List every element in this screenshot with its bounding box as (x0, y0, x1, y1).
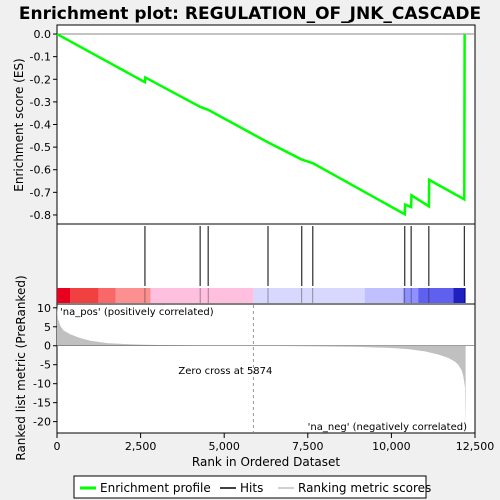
ranking-bar-segment (403, 288, 419, 303)
ranking-color-bar (57, 288, 466, 303)
x-tick-label: 12,500 (456, 440, 495, 453)
x-tick-label: 2,500 (125, 440, 157, 453)
legend-label-ranking-metric: Ranking metric scores (298, 481, 431, 495)
es-y-tick-label: -0.7 (30, 186, 51, 199)
legend-box (73, 475, 427, 499)
x-axis-ticks: 0 2,500 5,000 7,500 10,000 12,500 (54, 433, 495, 453)
metric-y-tick-label: -10 (33, 378, 51, 391)
es-y-tick-label: -0.8 (30, 209, 51, 222)
metric-y-tick-label: 5 (44, 321, 51, 334)
zero-cross-label: Zero cross at 5874 (178, 366, 272, 377)
ranking-bar-segment (364, 288, 404, 303)
es-y-tick-label: -0.4 (30, 119, 51, 132)
x-tick-label: 7,500 (292, 440, 324, 453)
ranking-bar-segment (57, 288, 71, 303)
metric-y-tick-label: -15 (33, 397, 51, 410)
legend-label-hits: Hits (240, 481, 263, 495)
es-y-tick-label: -0.1 (30, 51, 51, 64)
es-line-series-enrichment-profile (56, 32, 466, 217)
metric-axis-ticks: 10 5 0 -5 -10 -15 -20 (33, 302, 475, 429)
x-tick-label: 0 (54, 440, 61, 453)
ranking-bar-segment (70, 288, 99, 303)
ranking-bar-segment (453, 288, 466, 303)
x-axis-label: Rank in Ordered Dataset (192, 455, 340, 469)
chart-title: Enrichment plot: REGULATION_OF_JNK_CASCA… (19, 4, 481, 24)
legend-label-enrichment-profile: Enrichment profile (100, 481, 211, 495)
x-tick-label: 5,000 (208, 440, 240, 453)
ranking-bar-segment (115, 288, 151, 303)
metric-y-tick-label: 0 (44, 340, 51, 353)
ranking-bar-segment (253, 288, 365, 303)
x-tick-label: 10,000 (372, 440, 411, 453)
es-panel-frame (56, 24, 476, 225)
metric-axis-label: Ranked list metric (PreRanked) (14, 275, 28, 460)
ranking-bar-segment (150, 288, 254, 303)
es-y-tick-label: -0.5 (30, 141, 51, 154)
pos-correlated-label: 'na_pos' (positively correlated) (60, 307, 214, 318)
neg-correlated-label: 'na_neg' (negatively correlated) (308, 422, 467, 433)
legend: Enrichment profile Hits Ranking metric s… (73, 475, 431, 499)
es-y-tick-label: 0.0 (34, 28, 52, 41)
es-axis-ticks: 0.0 -0.1 -0.2 -0.3 -0.4 -0.5 -0.6 -0.7 -0.8 (30, 28, 475, 222)
es-y-tick-label: -0.3 (30, 96, 51, 109)
es-y-tick-label: -0.6 (30, 164, 51, 177)
metric-panel-frame (56, 303, 476, 434)
ranking-bar-segment (98, 288, 116, 303)
metric-y-tick-label: -5 (40, 359, 51, 372)
metric-y-tick-label: 10 (37, 302, 51, 315)
ranking-bar-segment (418, 288, 454, 303)
metric-y-tick-label: -20 (33, 416, 51, 429)
hits-markers (144, 226, 465, 286)
es-y-tick-label: -0.2 (30, 73, 51, 86)
es-axis-label: Enrichment score (ES) (12, 58, 26, 191)
